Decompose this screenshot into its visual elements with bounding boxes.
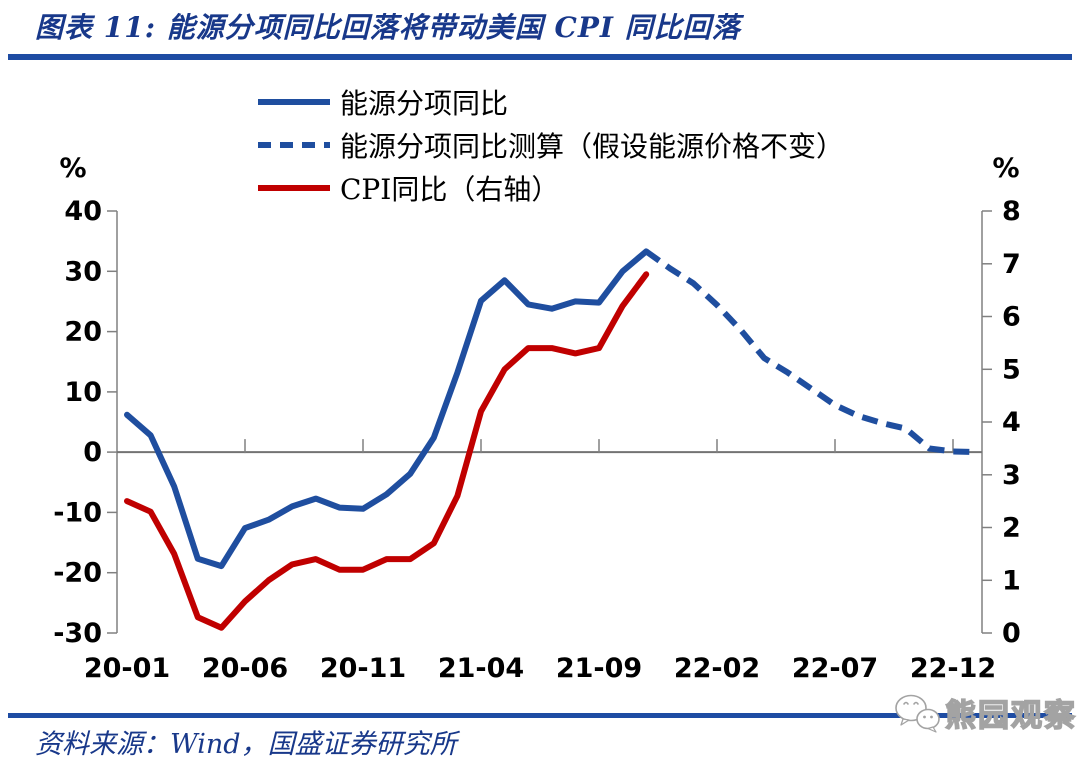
- svg-text:%: %: [992, 153, 1019, 184]
- legend-item-energy-yoy: 能源分项同比: [258, 80, 844, 123]
- svg-text:20: 20: [64, 317, 102, 348]
- svg-text:0: 0: [83, 437, 102, 468]
- legend-swatch-solid-blue: [258, 98, 330, 105]
- y-axis-left: 40 30 20 10 0 -10 -20 -30%: [53, 153, 117, 649]
- legend-label: 能源分项同比测算（假设能源价格不变）: [340, 129, 845, 163]
- svg-text:4: 4: [1002, 407, 1021, 438]
- series-line-1: [644, 248, 977, 456]
- svg-text:7: 7: [1002, 249, 1021, 280]
- svg-text:%: %: [59, 153, 86, 184]
- series-line-2: [124, 271, 650, 631]
- svg-text:3: 3: [1002, 460, 1021, 491]
- svg-text:8: 8: [1002, 196, 1021, 227]
- watermark: 熊园观察: [893, 690, 1077, 735]
- svg-text:20-11: 20-11: [320, 653, 406, 684]
- svg-text:1: 1: [1002, 565, 1021, 596]
- svg-text:5: 5: [1002, 354, 1021, 385]
- legend-item-energy-yoy-projection: 能源分项同比测算（假设能源价格不变）: [258, 123, 844, 166]
- legend-swatch-solid-red: [258, 184, 330, 191]
- svg-text:22-12: 22-12: [910, 653, 996, 684]
- series-line-0: [124, 248, 650, 570]
- legend: 能源分项同比 能源分项同比测算（假设能源价格不变） CPI同比（右轴）: [258, 80, 844, 209]
- header-rule: [8, 54, 1072, 60]
- svg-text:0: 0: [1002, 618, 1021, 649]
- svg-text:-10: -10: [53, 497, 102, 528]
- source-text: 资料来源：Wind，国盛证券研究所: [35, 729, 457, 760]
- svg-text:40: 40: [64, 196, 102, 227]
- svg-text:30: 30: [64, 256, 102, 287]
- legend-item-cpi-yoy: CPI同比（右轴）: [258, 166, 844, 209]
- legend-label: CPI同比（右轴）: [340, 172, 560, 206]
- svg-text:21-04: 21-04: [438, 653, 524, 684]
- svg-text:10: 10: [64, 377, 102, 408]
- svg-text:21-09: 21-09: [556, 653, 642, 684]
- watermark-text: 熊园观察: [944, 697, 1077, 735]
- svg-text:2: 2: [1002, 513, 1021, 544]
- svg-text:-30: -30: [53, 618, 102, 649]
- svg-text:6: 6: [1002, 302, 1021, 333]
- legend-swatch-dashed-blue: [258, 141, 330, 148]
- svg-text:20-01: 20-01: [84, 653, 170, 684]
- axis-lines: [116, 211, 983, 633]
- x-axis: 20-01 20-06 20-11 21-04 21-09 22-02 22-07 22-12: [84, 439, 996, 684]
- svg-text:22-02: 22-02: [674, 653, 760, 684]
- y-axis-right: 8 7 6 5 4 3 2 1 0%: [982, 153, 1021, 649]
- svg-text:20-06: 20-06: [202, 653, 288, 684]
- svg-text:22-07: 22-07: [792, 653, 878, 684]
- svg-text:-20: -20: [53, 558, 102, 589]
- legend-label: 能源分项同比: [340, 86, 509, 120]
- footer-rule: [8, 713, 1072, 718]
- chart-title: 图表 11: 能源分项同比回落将带动美国 CPI 同比回落: [35, 11, 741, 44]
- wechat-logo-icon: [895, 694, 940, 733]
